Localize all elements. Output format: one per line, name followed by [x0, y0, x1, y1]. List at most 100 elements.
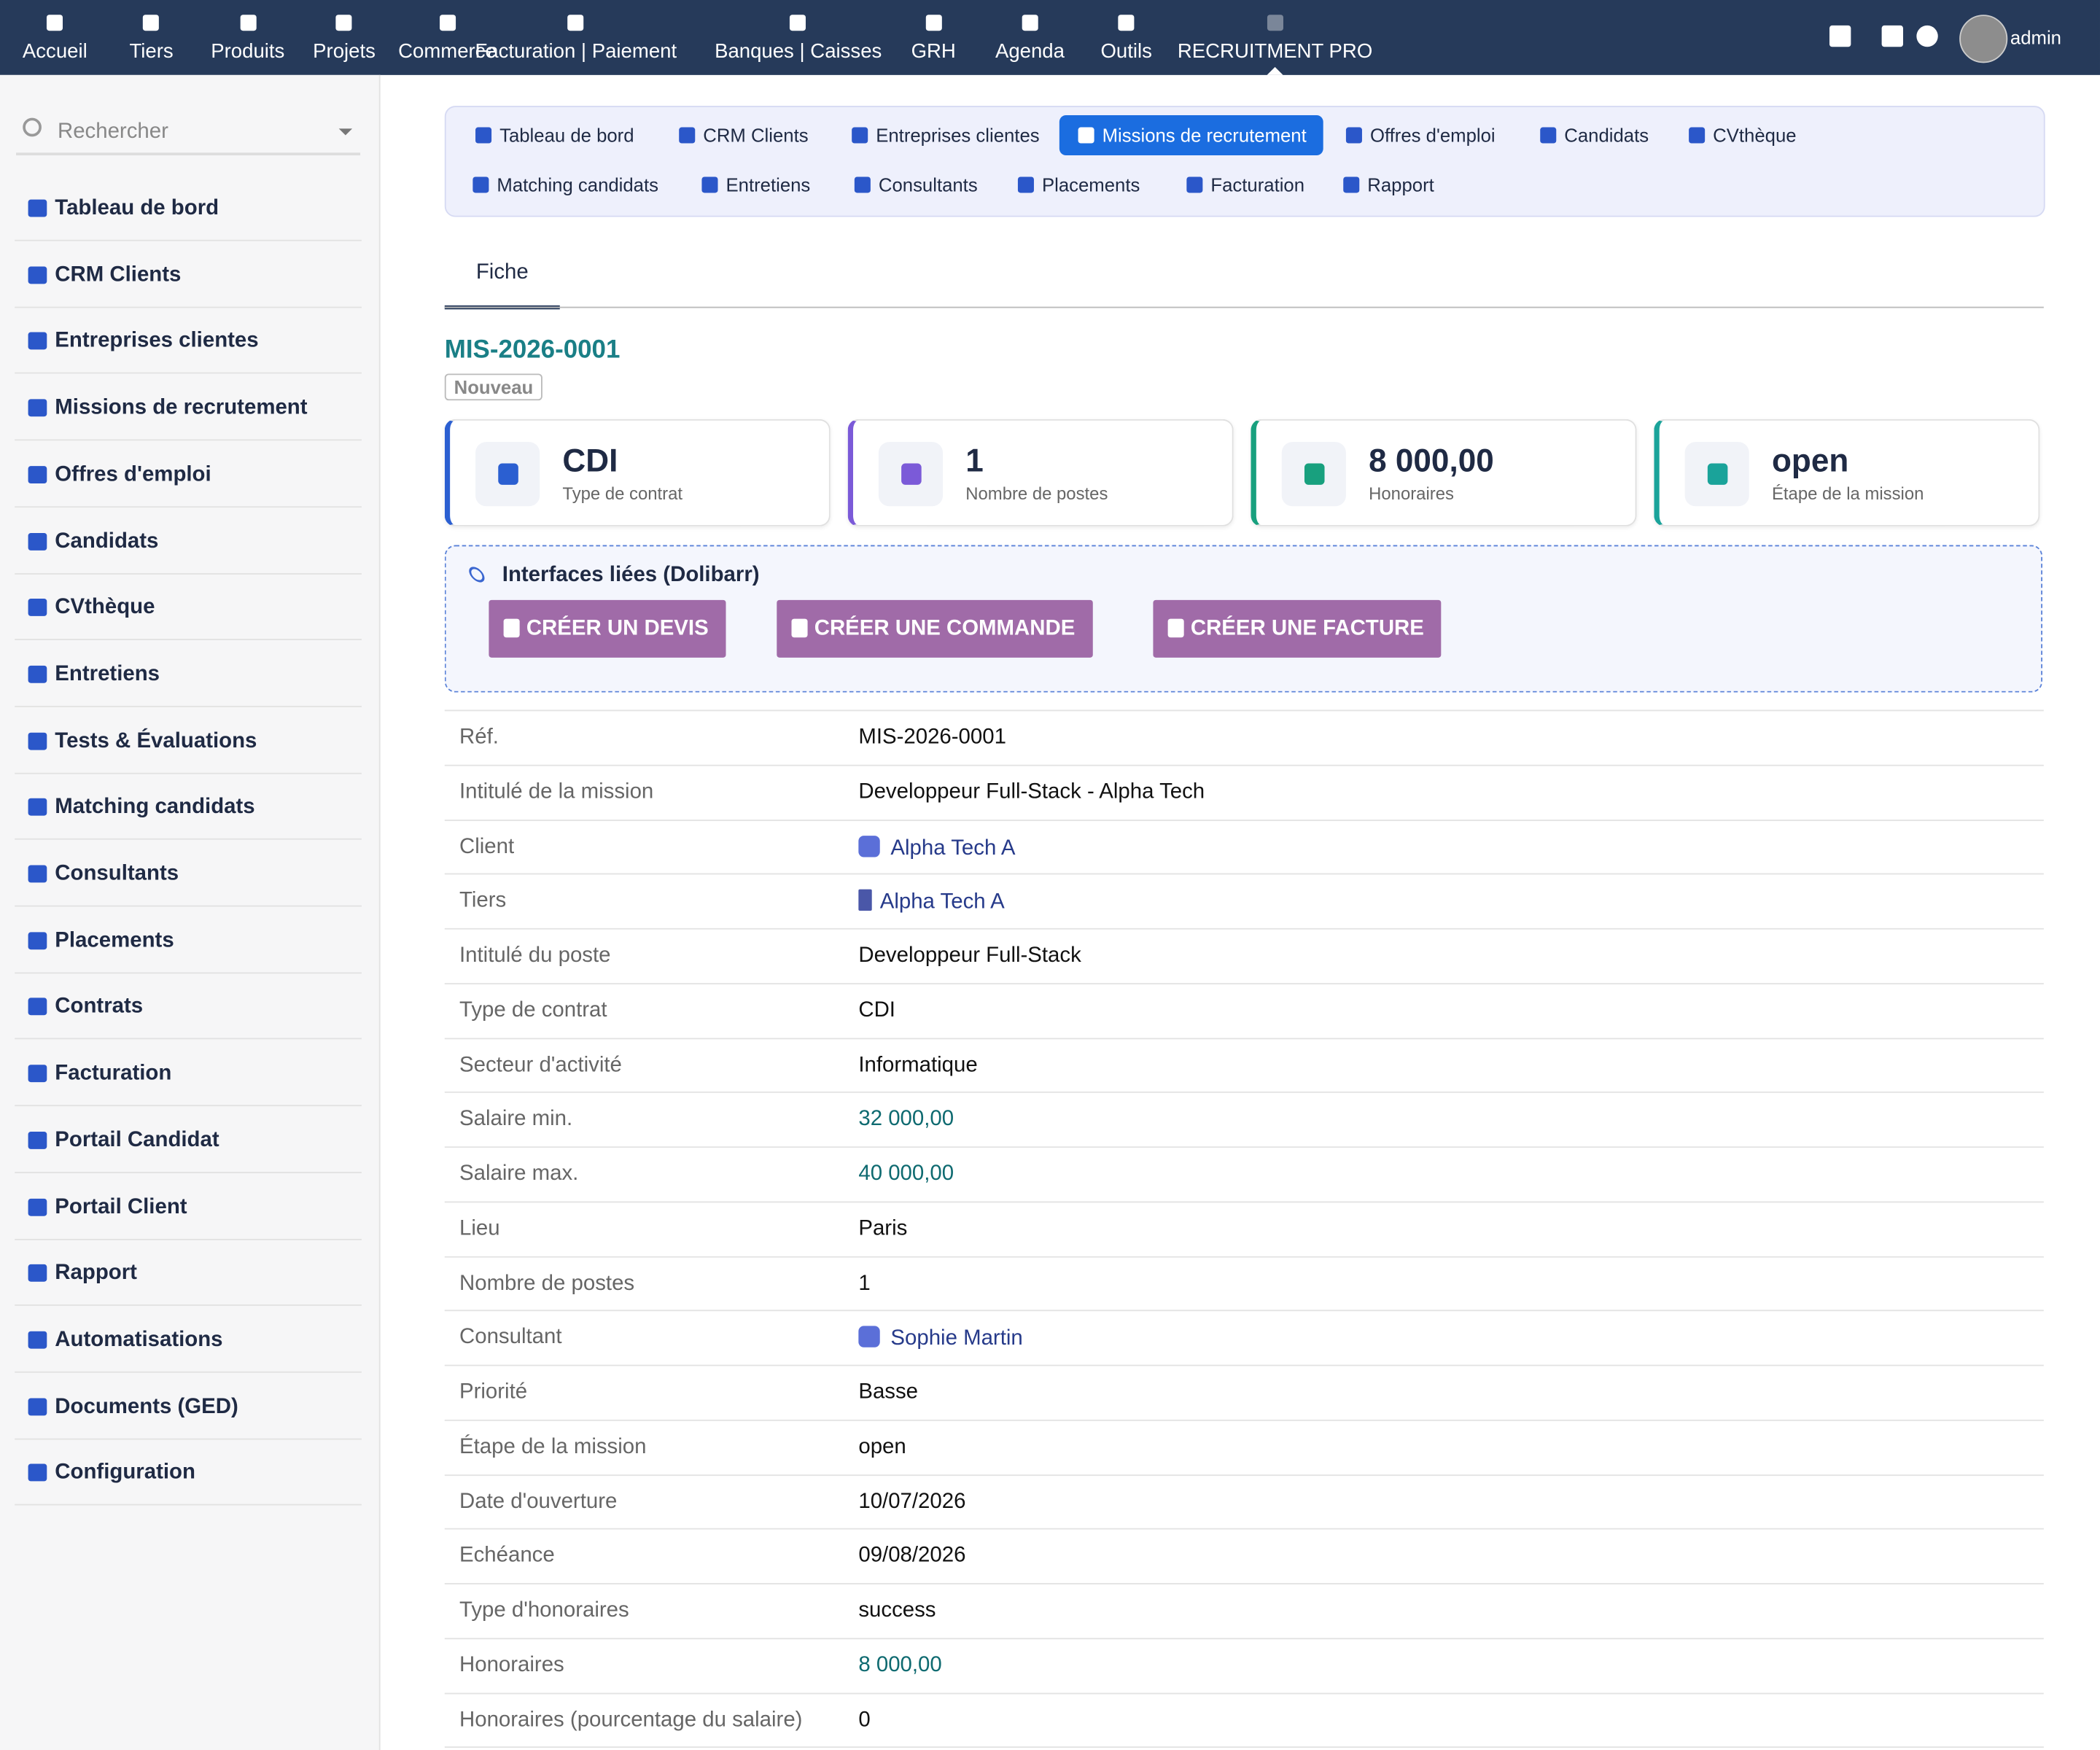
field-value: Informatique — [858, 1054, 977, 1078]
sidebar-item[interactable]: Portail Candidat — [15, 1108, 362, 1173]
sidebar-item[interactable]: Rapport — [15, 1240, 362, 1307]
field-key: Priorité — [459, 1380, 528, 1404]
icon — [143, 15, 160, 31]
field-key: Type d'honoraires — [459, 1599, 629, 1622]
sub-nav-label: Matching candidats — [497, 174, 659, 196]
sub-nav-item[interactable]: CRM Clients — [661, 115, 825, 155]
field-value: 09/08/2026 — [858, 1544, 965, 1568]
sidebar-item[interactable]: Tableau de bord — [15, 176, 362, 241]
create-button[interactable]: CRÉER UN DEVIS — [489, 599, 726, 658]
top-nav-item[interactable]: Produits — [211, 0, 284, 75]
sub-nav-item[interactable]: Entreprises clientes — [833, 115, 1055, 155]
top-nav-item[interactable]: Outils — [1100, 0, 1152, 75]
sub-nav-item[interactable]: Rapport — [1325, 165, 1450, 205]
sidebar-label: Configuration — [55, 1461, 195, 1485]
sidebar-item[interactable]: Tests & Évaluations — [15, 708, 362, 774]
user-name[interactable]: admin — [2010, 26, 2061, 49]
fiche-tab[interactable]: Fiche — [444, 249, 560, 310]
sub-nav-label: Missions de recrutement — [1102, 124, 1307, 147]
top-nav-item[interactable]: Accueil — [23, 0, 88, 75]
create-button[interactable]: CRÉER UNE FACTURE — [1153, 599, 1442, 658]
field-text: 10/07/2026 — [858, 1490, 966, 1513]
icon — [1022, 15, 1038, 31]
icon — [701, 176, 718, 193]
field-row: Priorité Basse — [444, 1364, 2044, 1420]
icon — [475, 127, 492, 144]
sub-nav-item[interactable]: Missions de recrutement — [1059, 114, 1323, 156]
toolbar-icon[interactable] — [1881, 25, 1903, 47]
sidebar-item[interactable]: Candidats — [15, 508, 362, 575]
toolbar-icon[interactable] — [1916, 25, 1938, 47]
top-nav-item[interactable]: GRH — [911, 0, 956, 75]
sub-nav-item[interactable]: CVthèque — [1670, 115, 1812, 155]
icon — [1689, 127, 1706, 144]
field-link[interactable]: Sophie Martin — [858, 1326, 1023, 1352]
card-value: 1 — [965, 443, 984, 480]
sub-nav-item[interactable]: Matching candidats — [454, 165, 674, 205]
top-nav-item[interactable]: Facturation | Paiement — [475, 0, 677, 75]
icon — [28, 332, 47, 351]
sub-nav-item[interactable]: Offres d'emploi — [1327, 115, 1511, 155]
sidebar-item[interactable]: Consultants — [15, 841, 362, 907]
sidebar-item[interactable]: Entretiens — [15, 642, 362, 707]
top-nav-item[interactable]: RECRUITMENT PRO — [1178, 0, 1372, 75]
icon — [47, 15, 63, 31]
stat-card: CDI Type de contrat — [444, 419, 831, 526]
search-box[interactable]: Rechercher — [16, 115, 361, 156]
icon — [567, 15, 584, 31]
top-nav-item[interactable]: Banques | Caisses — [715, 0, 882, 75]
sidebar-item[interactable]: Portail Client — [15, 1174, 362, 1240]
card-label: Nombre de postes — [965, 483, 1108, 504]
sidebar-item[interactable]: Contrats — [15, 974, 362, 1041]
field-link[interactable]: Alpha Tech A — [858, 835, 1015, 860]
field-key: Type de contrat — [459, 998, 607, 1022]
sidebar-label: Tests & Évaluations — [55, 729, 257, 752]
sub-nav-item[interactable]: Entretiens — [683, 165, 827, 205]
sub-nav-item[interactable]: Placements — [999, 165, 1156, 205]
sidebar-item[interactable]: Placements — [15, 908, 362, 973]
linked-interfaces: Interfaces liées (Dolibarr) CRÉER UN DEV… — [444, 545, 2043, 693]
icon — [28, 731, 47, 750]
field-link[interactable]: Alpha Tech A — [858, 890, 1005, 915]
sidebar-label: Portail Client — [55, 1195, 187, 1218]
sidebar-item[interactable]: CVthèque — [15, 575, 362, 641]
field-row: Réf. MIS-2026-0001 — [444, 709, 2044, 764]
sidebar-item[interactable]: Offres d'emploi — [15, 442, 362, 508]
field-text: Developpeur Full-Stack — [858, 944, 1081, 968]
toolbar-icon[interactable] — [1829, 25, 1851, 47]
icon — [28, 1197, 47, 1216]
sidebar-label: Offres d'emploi — [55, 463, 211, 486]
top-nav-item[interactable]: Agenda — [995, 0, 1065, 75]
sidebar-item[interactable]: Automatisations — [15, 1307, 362, 1373]
sub-nav-item[interactable]: Tableau de bord — [456, 115, 650, 155]
sidebar-item[interactable]: Missions de recrutement — [15, 375, 362, 441]
sidebar-label: Missions de recrutement — [55, 396, 308, 420]
card-value: open — [1771, 443, 1849, 480]
sub-nav-label: CVthèque — [1713, 124, 1797, 147]
sub-nav-item[interactable]: Candidats — [1522, 115, 1665, 155]
sub-nav-item[interactable]: Facturation — [1168, 165, 1321, 205]
sub-nav-label: Entreprises clientes — [876, 124, 1040, 147]
sidebar-item[interactable]: Configuration — [15, 1440, 362, 1506]
top-nav-item[interactable]: Commerce — [398, 0, 497, 75]
table-bottom — [444, 1746, 2044, 1749]
sidebar-item[interactable]: Documents (GED) — [15, 1374, 362, 1439]
create-button[interactable]: CRÉER UNE COMMANDE — [777, 599, 1093, 658]
sidebar-item[interactable]: Entreprises clientes — [15, 308, 362, 375]
card-value: 8 000,00 — [1369, 443, 1494, 480]
top-nav-item[interactable]: Tiers — [129, 0, 174, 75]
sub-nav-item[interactable]: Consultants — [836, 165, 994, 205]
icon — [239, 15, 256, 31]
top-nav-item[interactable]: Projets — [313, 0, 376, 75]
sidebar-item[interactable]: CRM Clients — [15, 242, 362, 308]
field-row: Date d'ouverture 10/07/2026 — [444, 1474, 2044, 1528]
field-text: MIS-2026-0001 — [858, 726, 1006, 749]
field-row: Nombre de postes 1 — [444, 1255, 2044, 1310]
sidebar-item[interactable]: Matching candidats — [15, 774, 362, 841]
sidebar-label: Documents (GED) — [55, 1395, 238, 1418]
avatar[interactable] — [1959, 15, 2008, 63]
top-nav: Accueil Tiers Produits Projets Commerce Factu… — [0, 0, 2100, 75]
sidebar-item[interactable]: Facturation — [15, 1041, 362, 1107]
sub-nav-label: Tableau de bord — [499, 124, 634, 147]
icon — [1540, 127, 1557, 144]
